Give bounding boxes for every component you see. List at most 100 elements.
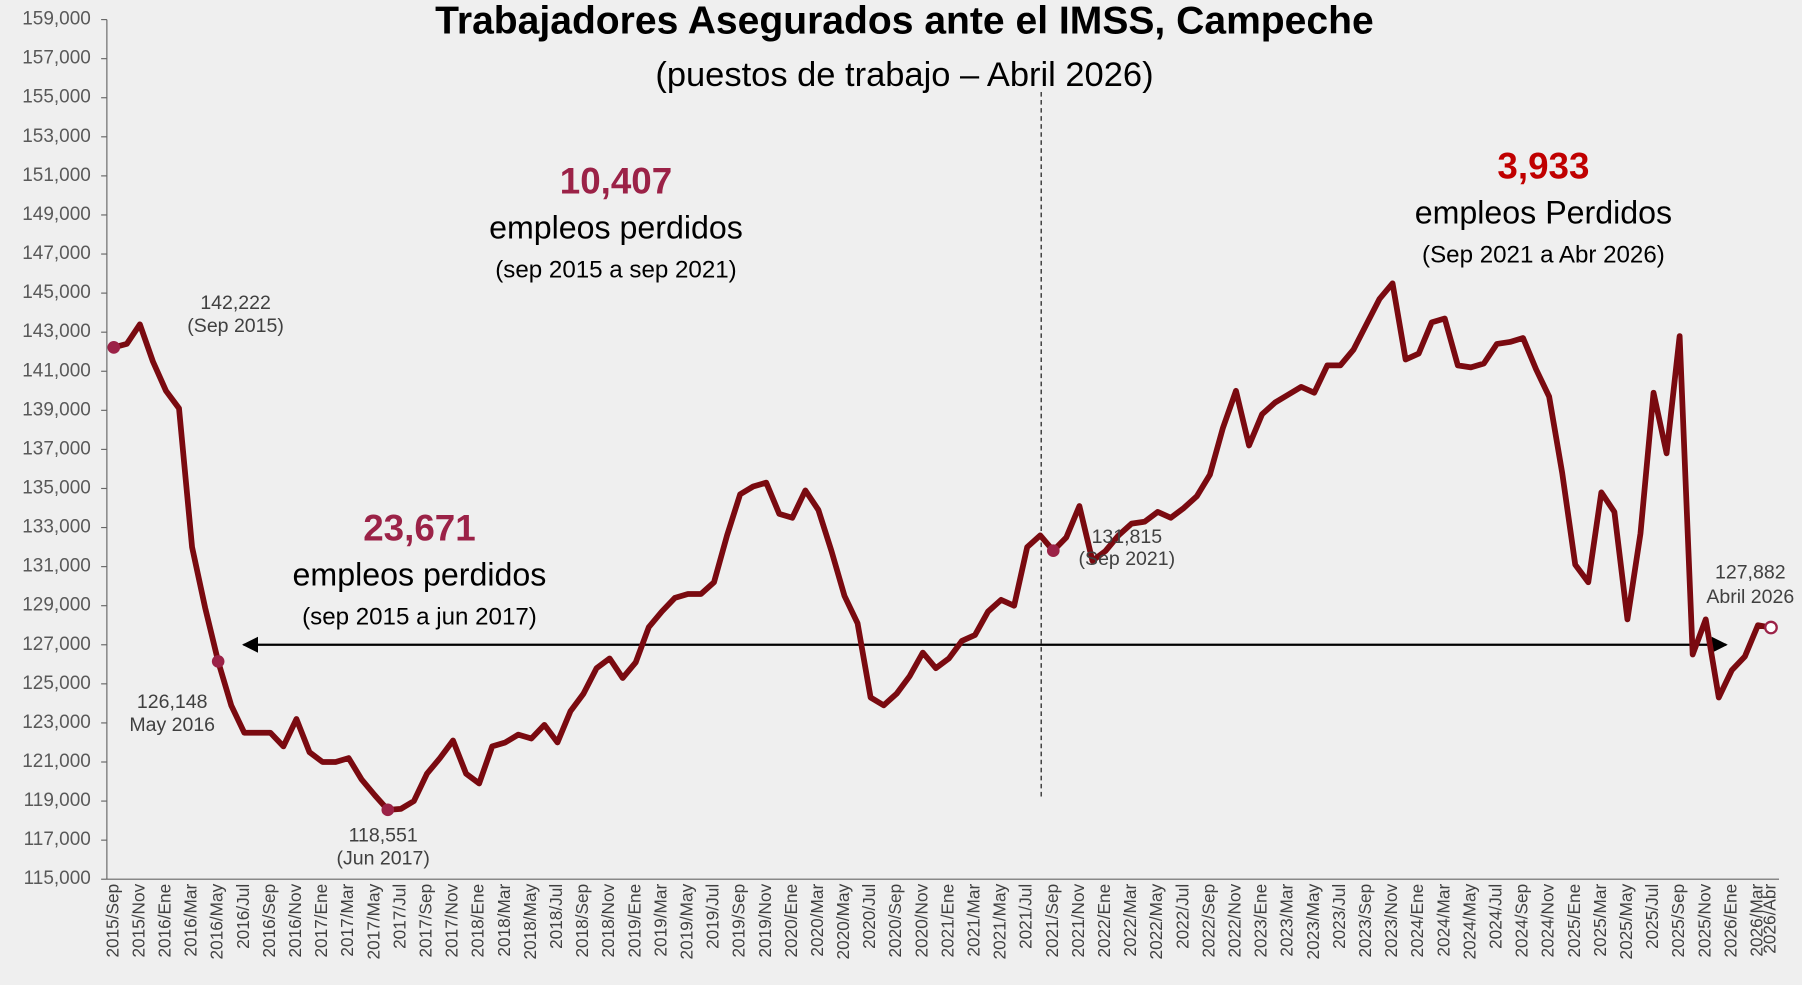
y-tick-label: 115,000 bbox=[24, 868, 91, 889]
y-tick-label: 125,000 bbox=[22, 673, 91, 694]
x-tick-label: 2017/May bbox=[363, 883, 383, 959]
annotation-number: 23,671 bbox=[363, 508, 475, 549]
x-tick-label: 2017/Ene bbox=[311, 884, 331, 958]
x-tick-label: 2015/Sep bbox=[102, 884, 122, 958]
x-tick-label: 2024/Ene bbox=[1407, 884, 1427, 958]
x-tick-label: 2020/May bbox=[833, 883, 853, 959]
x-tick-label: 2018/Ene bbox=[468, 884, 488, 958]
x-tick-label: 2018/Mar bbox=[494, 884, 514, 957]
y-tick-label: 123,000 bbox=[22, 712, 91, 733]
y-tick-label: 133,000 bbox=[22, 517, 91, 538]
x-tick-label: 2026/Mar bbox=[1746, 884, 1766, 957]
y-tick-label: 129,000 bbox=[22, 595, 91, 616]
annotation-text: empleos Perdidos bbox=[1415, 194, 1672, 230]
x-tick-label: 2022/May bbox=[1146, 883, 1166, 959]
x-tick-label: 2023/Jul bbox=[1329, 884, 1349, 949]
x-tick-label: 2020/Ene bbox=[781, 884, 801, 958]
x-tick-label: 2019/Ene bbox=[624, 884, 644, 958]
x-tick-label: 2018/May bbox=[520, 883, 540, 959]
point-marker bbox=[1046, 544, 1060, 558]
x-tick-label: 2025/Jul bbox=[1642, 884, 1662, 949]
x-tick-label: 2023/May bbox=[1303, 883, 1323, 959]
point-note: (Sep 2015) bbox=[187, 315, 284, 337]
y-tick-label: 131,000 bbox=[22, 556, 91, 577]
y-tick-label: 145,000 bbox=[22, 282, 91, 303]
x-tick-label: 2018/Nov bbox=[598, 883, 618, 957]
point-marker bbox=[211, 655, 225, 668]
x-tick-label: 2016/Mar bbox=[181, 884, 201, 957]
x-tick-label: 2023/Ene bbox=[1251, 884, 1271, 958]
x-tick-label: 2018/Sep bbox=[572, 884, 592, 958]
x-tick-label: 2022/Nov bbox=[1225, 883, 1245, 957]
x-tick-label: 2016/Ene bbox=[155, 884, 175, 958]
x-tick-label: 2016/Sep bbox=[259, 884, 279, 958]
annotation-number: 10,407 bbox=[560, 161, 672, 202]
y-tick-label: 149,000 bbox=[22, 204, 91, 225]
value-label: 126,148 bbox=[137, 691, 208, 713]
annotation-text: empleos perdidos bbox=[293, 556, 547, 592]
point-marker bbox=[381, 803, 395, 817]
y-tick-label: 139,000 bbox=[22, 399, 91, 420]
annotation-number: 3,933 bbox=[1497, 146, 1589, 187]
value-label: 118,551 bbox=[349, 824, 418, 846]
point-note: Abril 2026 bbox=[1706, 586, 1794, 608]
y-tick-label: 127,000 bbox=[22, 634, 91, 655]
annotation-period: (sep 2015 a jun 2017) bbox=[302, 604, 537, 631]
x-tick-label: 2019/May bbox=[676, 883, 696, 959]
x-tick-label: 2019/Mar bbox=[650, 884, 670, 957]
x-tick-label: 2015/Nov bbox=[128, 883, 148, 957]
x-tick-label: 2020/Jul bbox=[859, 884, 879, 949]
x-tick-label: 2017/Jul bbox=[389, 884, 409, 949]
point-note: May 2016 bbox=[129, 714, 215, 736]
x-tick-label: 2020/Nov bbox=[911, 883, 931, 957]
x-tick-label: 2026/Ene bbox=[1720, 884, 1740, 958]
point-marker bbox=[1764, 620, 1778, 635]
x-tick-label: 2016/Jul bbox=[233, 884, 253, 949]
x-tick-label: 2024/Mar bbox=[1433, 884, 1453, 957]
y-tick-label: 147,000 bbox=[22, 243, 91, 264]
y-tick-label: 117,000 bbox=[24, 829, 91, 850]
x-tick-label: 2017/Sep bbox=[415, 884, 435, 958]
y-tick-label: 151,000 bbox=[22, 165, 91, 186]
x-tick-label: 2019/Jul bbox=[703, 884, 723, 949]
x-tick-label: 2022/Jul bbox=[1172, 884, 1192, 949]
x-tick-label: 2025/Mar bbox=[1590, 884, 1610, 957]
y-tick-label: 159,000 bbox=[22, 9, 91, 30]
y-tick-label: 143,000 bbox=[22, 321, 91, 342]
x-tick-label: 2025/Ene bbox=[1564, 884, 1584, 958]
x-tick-label: 2021/Ene bbox=[937, 884, 957, 958]
x-tick-label: 2018/Jul bbox=[546, 884, 566, 949]
y-tick-label: 157,000 bbox=[22, 48, 91, 69]
point-note: (Jun 2017) bbox=[337, 847, 430, 869]
x-tick-label: 2022/Sep bbox=[1198, 884, 1218, 958]
y-tick-label: 137,000 bbox=[22, 438, 91, 459]
x-tick-label: 2025/Nov bbox=[1694, 883, 1714, 957]
x-tick-label: 2021/Mar bbox=[964, 884, 984, 957]
x-tick-label: 2021/May bbox=[990, 883, 1010, 959]
x-tick-label: 2026/Abr bbox=[1760, 884, 1780, 954]
x-tick-label: 2022/Ene bbox=[1094, 884, 1114, 958]
x-tick-label: 2024/Nov bbox=[1538, 883, 1558, 957]
x-tick-label: 2023/Nov bbox=[1381, 883, 1401, 957]
y-tick-label: 119,000 bbox=[24, 790, 91, 811]
x-tick-label: 2023/Sep bbox=[1355, 884, 1375, 958]
y-tick-label: 141,000 bbox=[22, 360, 91, 381]
value-label: 127,882 bbox=[1715, 562, 1786, 584]
x-tick-label: 2017/Nov bbox=[442, 883, 462, 957]
x-tick-label: 2025/May bbox=[1616, 883, 1636, 959]
y-tick-label: 155,000 bbox=[22, 87, 91, 108]
x-tick-label: 2016/Nov bbox=[285, 883, 305, 957]
y-tick-label: 121,000 bbox=[22, 751, 91, 772]
y-tick-label: 135,000 bbox=[22, 477, 91, 498]
annotation-period: (sep 2015 a sep 2021) bbox=[495, 257, 736, 284]
chart-title: Trabajadores Asegurados ante el IMSS, Ca… bbox=[435, 0, 1374, 42]
x-tick-label: 2021/Nov bbox=[1068, 883, 1088, 957]
point-note: (Sep 2021) bbox=[1079, 548, 1176, 570]
chart-subtitle: (puestos de trabajo – Abril 2026) bbox=[655, 56, 1153, 94]
x-tick-label: 2020/Sep bbox=[885, 884, 905, 958]
x-tick-label: 2024/Jul bbox=[1485, 884, 1505, 949]
x-tick-label: 2019/Nov bbox=[755, 883, 775, 957]
x-tick-label: 2021/Jul bbox=[1016, 884, 1036, 949]
